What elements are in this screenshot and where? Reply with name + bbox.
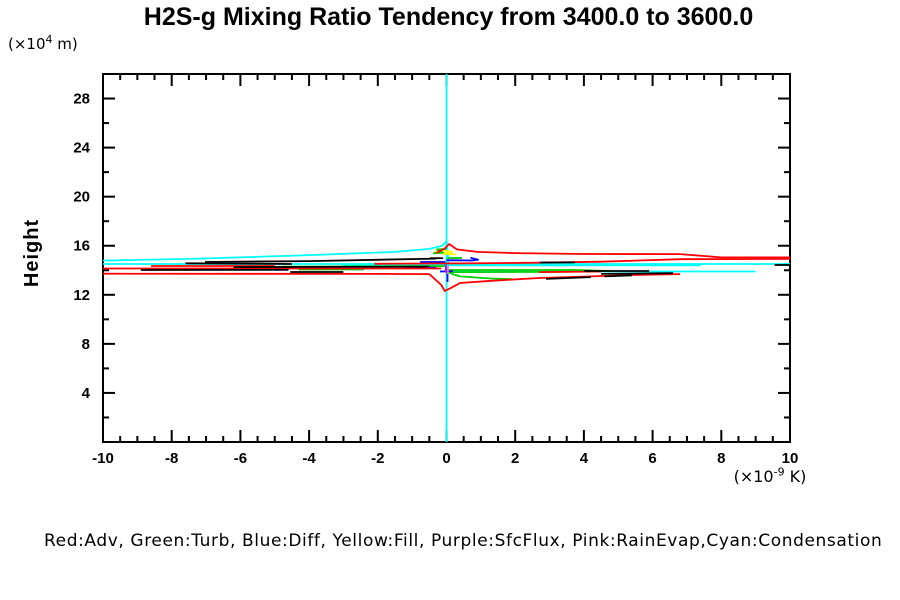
chart-title: H2S-g Mixing Ratio Tendency from 3400.0 … [143,3,754,31]
axis-ticks [102,73,791,442]
series-adv-line [435,243,790,259]
y-tick-label: 24 [73,140,90,157]
x-tick-label: 8 [717,450,725,467]
series-black-line [233,265,430,269]
series-diff-line [446,256,480,262]
series-black-line [185,262,292,265]
x-tick-label: 2 [511,450,519,467]
x-tick-label: 10 [782,450,799,467]
x-unit-suffix: K) [784,467,807,486]
x-unit-superscript: -9 [773,465,785,479]
series-lines [102,74,791,442]
y-unit-prefix: (×10 [8,35,46,53]
y-axis-title: Height [21,219,43,287]
series-black-line [604,274,633,278]
x-tick-label: -8 [165,450,178,467]
series-turb-line [446,270,512,280]
x-unit-prefix: (×10 [733,467,774,486]
y-tick-label: 20 [73,189,90,206]
x-axis-unit-label: (×10-9 K) [685,467,855,486]
series-adv-line [102,272,681,292]
series-black-line [601,272,674,275]
y-unit-superscript: 4 [45,33,53,46]
x-tick-label: -4 [302,450,316,467]
x-tick-label: -10 [92,450,114,467]
y-tick-label: 12 [73,287,90,304]
y-tick-label: 4 [82,385,91,402]
y-tick-label: 28 [73,91,90,108]
series-condensation-line [102,240,450,263]
y-tick-label: 8 [82,336,90,353]
x-tick-label: 4 [580,450,589,467]
series-black-line [546,276,591,280]
x-tick-label: 6 [648,450,656,467]
y-axis-unit-label: (×104 m) [8,33,78,53]
x-tick-label: 0 [442,450,450,467]
y-tick-label: 16 [73,238,90,255]
series-color-legend: Red:Adv, Green:Turb, Blue:Diff, Yellow:F… [44,531,883,551]
y-unit-suffix: m) [52,35,78,53]
x-tick-label: -6 [234,450,247,467]
series-black-line [204,257,437,263]
x-tick-label: -2 [371,450,384,467]
